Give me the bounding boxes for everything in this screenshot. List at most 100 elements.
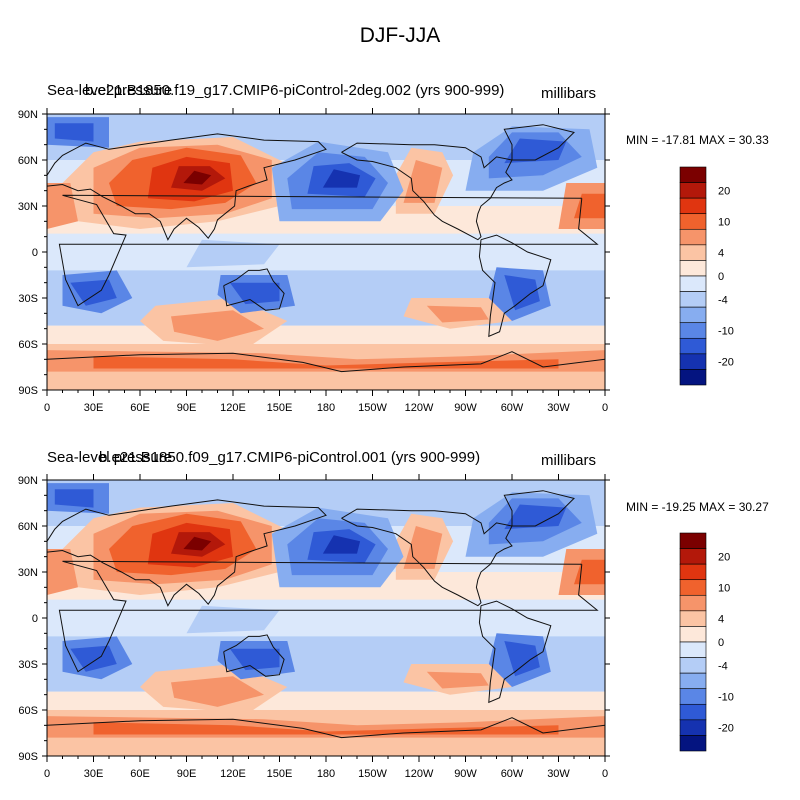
colorbar-label: -10 (718, 692, 734, 704)
contour-region (504, 138, 567, 164)
lon-tick-label: 90W (454, 768, 477, 780)
contour-region (504, 275, 540, 311)
contour-region (403, 526, 443, 569)
lat-tick-label: 30S (18, 293, 38, 305)
variable-title: Sea-level pressure (47, 449, 173, 466)
lat-tick-label: 90N (18, 109, 38, 121)
colorbar-label: -20 (718, 723, 734, 735)
colorbar-label: 10 (718, 217, 730, 229)
lon-tick-label: 150W (358, 768, 387, 780)
contour-region (186, 605, 280, 634)
colorbar-label: -4 (718, 660, 728, 672)
coastline (58, 560, 599, 673)
colorbar-swatch (679, 641, 707, 658)
colorbar-swatch (679, 228, 707, 246)
lat-tick-label: 60N (18, 521, 38, 533)
coastline (341, 142, 513, 241)
map-panel-2: Sea-level pressure b.e21.B1850.f09_g17.C… (0, 438, 800, 783)
lat-tick-label: 90S (18, 751, 38, 763)
minmax-label: MIN = -17.81 MAX = 30.33 (626, 133, 769, 147)
figure-title: DJF-JJA (359, 24, 441, 47)
contour-region (426, 305, 489, 323)
lon-tick-label: 30E (84, 402, 104, 414)
colorbar-swatch (679, 719, 707, 736)
colorbar-label: -4 (718, 294, 728, 306)
colorbar-swatch (679, 626, 707, 643)
units-label: millibars (541, 452, 597, 469)
colorbar-swatch (679, 322, 707, 339)
colorbar-swatch (679, 275, 707, 292)
colorbar-swatch (679, 337, 707, 355)
colorbar-swatch (679, 369, 707, 386)
colorbar-swatch (679, 260, 707, 277)
lat-tick-label: 30N (18, 201, 38, 213)
lon-tick-label: 30W (547, 768, 570, 780)
coastline (478, 600, 552, 704)
contour-region (47, 549, 78, 595)
colorbar-swatch (679, 548, 707, 565)
colorbar-swatch (679, 735, 707, 752)
colorbar-swatch (679, 563, 707, 581)
colorbar-swatch (679, 291, 707, 308)
minmax-label: MIN = -19.25 MAX = 30.27 (626, 500, 769, 514)
lat-tick-label: 90N (18, 475, 38, 487)
contour-region (54, 123, 94, 142)
contour-region (504, 504, 567, 530)
contour-region (357, 605, 466, 631)
contour-region (357, 239, 466, 265)
lon-tick-label: 30E (84, 768, 104, 780)
contour-region (70, 279, 117, 306)
contour-region (54, 489, 94, 508)
lon-tick-label: 90E (177, 402, 197, 414)
contour-region (229, 648, 280, 671)
lat-tick-label: 0 (32, 247, 38, 259)
contour-region (171, 676, 264, 707)
lon-tick-label: 120W (405, 768, 434, 780)
lat-tick-label: 30S (18, 659, 38, 671)
coastlines (47, 490, 605, 739)
lon-tick-label: 30W (547, 402, 570, 414)
colorbar-label: 4 (718, 614, 724, 626)
colorbar-swatch (679, 594, 707, 612)
colorbar-swatch (679, 610, 707, 627)
lon-tick-label: 0 (44, 768, 50, 780)
colorbar-swatch (679, 353, 707, 370)
contour-region (183, 536, 212, 551)
coastlines (47, 124, 605, 373)
colorbar-label: -20 (718, 357, 734, 369)
units-label: millibars (541, 85, 597, 102)
map-fill (47, 114, 605, 390)
contour-region (171, 310, 264, 341)
colorbar-label: -10 (718, 326, 734, 338)
contour-region (403, 160, 443, 203)
lon-tick-label: 120E (220, 768, 246, 780)
coastline (47, 499, 327, 607)
lon-tick-label: 60W (501, 768, 524, 780)
coastline (223, 634, 285, 677)
colorbar: 20 10 4 0 -4 -10 -20 (679, 166, 734, 386)
coastline (47, 717, 605, 739)
lon-tick-label: 150E (267, 768, 293, 780)
coastline (503, 124, 575, 161)
contour-region (229, 282, 280, 305)
contour-region (70, 645, 117, 672)
colorbar-swatch (679, 306, 707, 324)
lat-tick-label: 60S (18, 705, 38, 717)
colorbar-label: 20 (718, 551, 730, 563)
colorbar-label: 20 (718, 185, 730, 197)
colorbar-swatch (679, 657, 707, 674)
lon-tick-label: 180 (317, 768, 335, 780)
case-title: b.e21.B1850.f09_g17.CMIP6-piControl.001 … (99, 449, 481, 466)
colorbar-swatch (679, 703, 707, 721)
colorbar-label: 0 (718, 637, 724, 649)
coastline (503, 490, 575, 527)
lon-tick-label: 120W (405, 402, 434, 414)
lon-tick-label: 60E (130, 402, 150, 414)
colorbar-swatch (679, 166, 707, 183)
case-title: b.e21.B1850.f19_g17.CMIP6-piControl-2deg… (85, 82, 505, 99)
lat-tick-label: 60S (18, 339, 38, 351)
colorbar-swatch (679, 672, 707, 690)
contour-region (322, 169, 361, 188)
coastline (58, 194, 599, 307)
colorbar-swatch (679, 182, 707, 199)
